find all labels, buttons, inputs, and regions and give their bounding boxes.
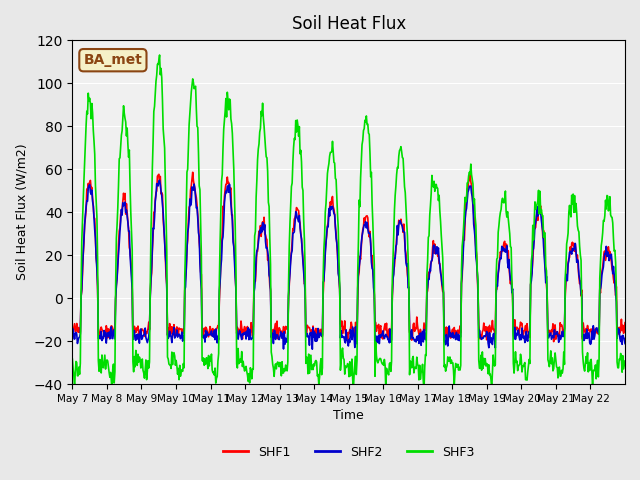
SHF3 bbox=[438, 243, 446, 249]
SHF2 bbox=[308, 346, 316, 352]
SHF3 bbox=[134, 351, 142, 357]
SHF2 bbox=[133, 336, 141, 342]
SHF1 bbox=[68, 325, 76, 331]
SHF3 bbox=[108, 389, 116, 395]
Legend: SHF1, SHF2, SHF3: SHF1, SHF2, SHF3 bbox=[218, 441, 480, 464]
SHF1 bbox=[406, 330, 414, 336]
SHF2 bbox=[284, 329, 292, 335]
X-axis label: Time: Time bbox=[333, 409, 364, 422]
Y-axis label: Soil Heat Flux (W/m2): Soil Heat Flux (W/m2) bbox=[15, 144, 28, 280]
SHF2 bbox=[263, 245, 271, 251]
SHF1 bbox=[133, 327, 141, 333]
SHF3 bbox=[407, 360, 415, 365]
SHF2 bbox=[68, 336, 76, 342]
SHF1 bbox=[284, 324, 292, 330]
SHF1 bbox=[621, 320, 629, 325]
Title: Soil Heat Flux: Soil Heat Flux bbox=[292, 15, 406, 33]
SHF2 bbox=[407, 331, 415, 337]
SHF3 bbox=[264, 168, 271, 174]
SHF1 bbox=[550, 339, 557, 345]
Line: SHF1: SHF1 bbox=[72, 172, 625, 342]
Line: SHF3: SHF3 bbox=[72, 55, 625, 392]
SHF3 bbox=[285, 281, 292, 287]
Line: SHF2: SHF2 bbox=[72, 180, 625, 349]
SHF3 bbox=[156, 52, 163, 58]
SHF3 bbox=[621, 358, 629, 364]
SHF1 bbox=[438, 275, 445, 280]
SHF2 bbox=[438, 281, 446, 287]
SHF1 bbox=[189, 169, 196, 175]
SHF3 bbox=[68, 356, 76, 362]
Text: BA_met: BA_met bbox=[83, 53, 142, 67]
SHF1 bbox=[263, 237, 271, 242]
SHF2 bbox=[156, 177, 163, 183]
SHF2 bbox=[236, 328, 243, 334]
SHF3 bbox=[236, 356, 244, 362]
SHF1 bbox=[236, 327, 243, 333]
SHF2 bbox=[621, 341, 629, 347]
